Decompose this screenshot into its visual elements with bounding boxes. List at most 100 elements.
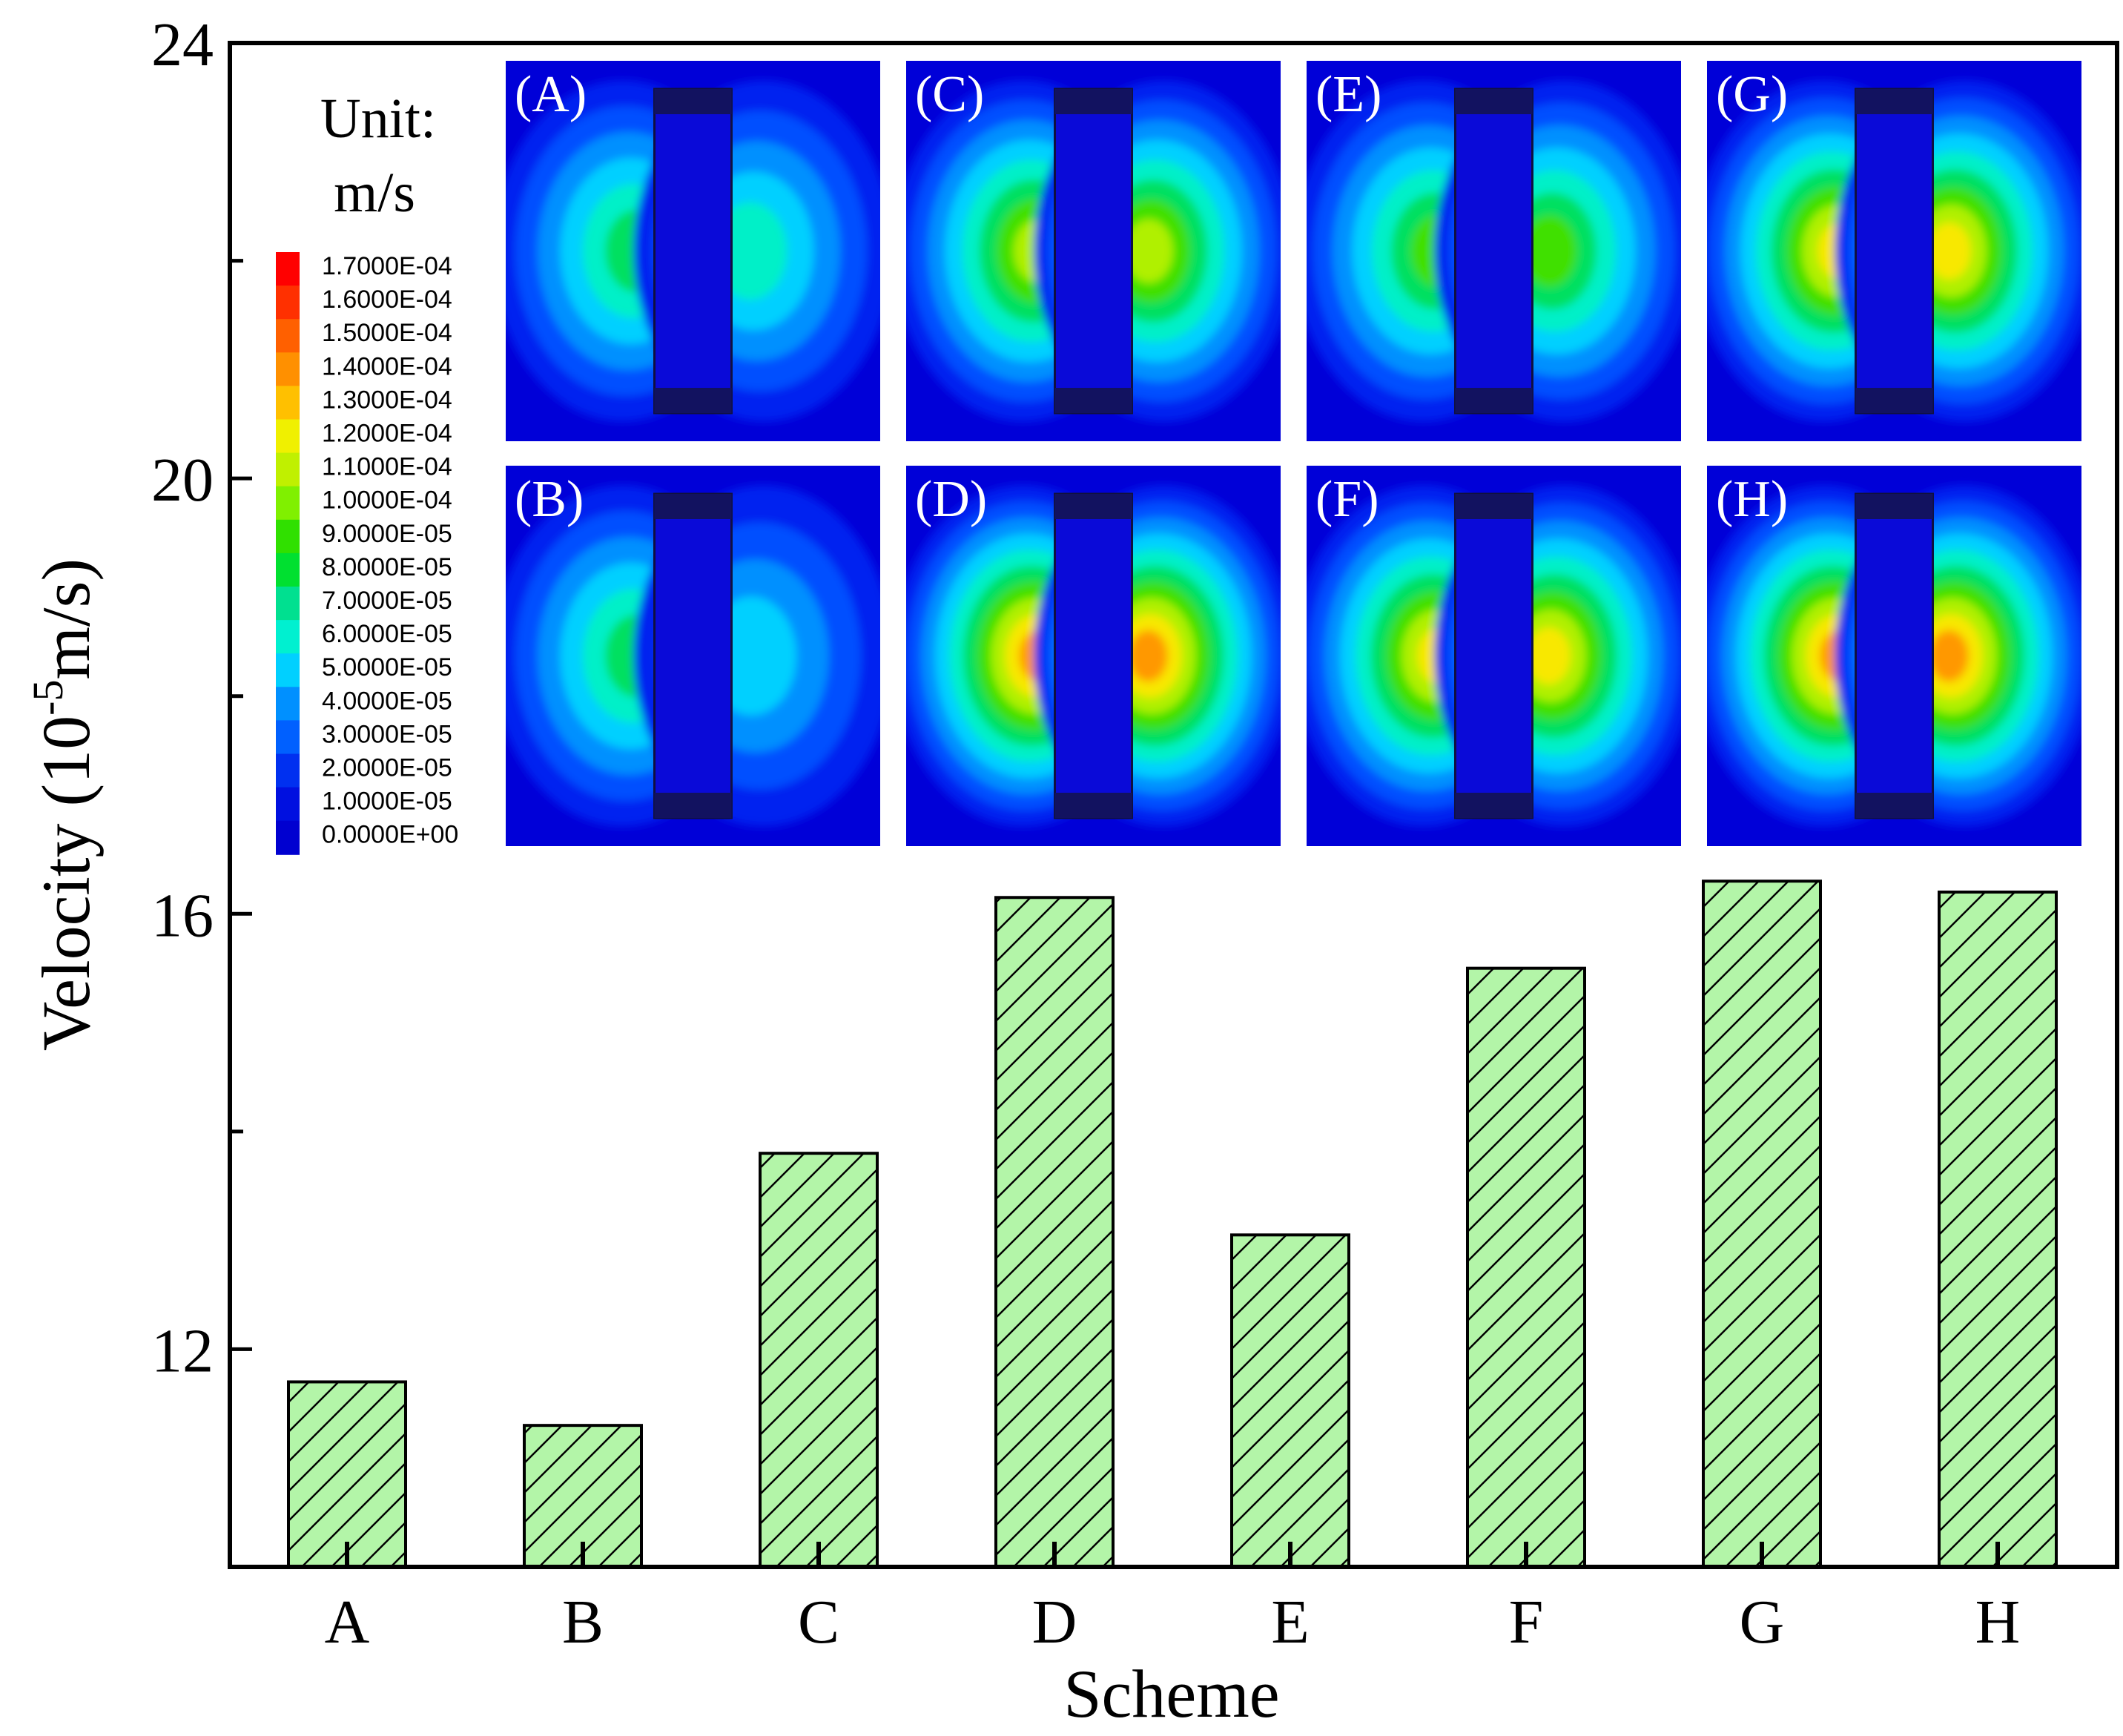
contour-level [1128, 630, 1168, 682]
x-tick-label-H: H [1975, 1588, 2021, 1657]
colorbar-swatch [276, 486, 300, 521]
x-tick-label-B: B [562, 1588, 604, 1657]
panel-label: (H) [1716, 471, 1788, 528]
colorbar-label: 3.0000E-05 [322, 720, 452, 748]
contour-level [1124, 219, 1173, 283]
panel-obstacle [653, 88, 733, 415]
colorbar-swatch [276, 653, 300, 688]
panel-obstacle [1054, 492, 1133, 819]
panel-obstacle-cap [654, 793, 732, 818]
contour-level [1927, 222, 1971, 280]
colorbar-label: 0.0000E+00 [322, 821, 458, 849]
colorbar-swatch [276, 820, 300, 855]
bar-C [759, 1152, 879, 1568]
panel-obstacle-cap [1054, 89, 1132, 114]
panel-label: (G) [1716, 66, 1788, 123]
colorbar-label: 4.0000E-05 [322, 687, 452, 715]
panel-obstacle-cap [1455, 89, 1533, 114]
y-tick-label-12: 12 [151, 1316, 214, 1385]
colorbar-swatch [276, 552, 300, 587]
plot-frame [228, 41, 2119, 1569]
colorbar-swatch [276, 386, 300, 420]
x-tick-label-F: F [1509, 1588, 1544, 1657]
colorbar-swatch [276, 620, 300, 655]
bar-H [1938, 890, 2058, 1568]
colorbar-label: 5.0000E-05 [322, 653, 452, 681]
x-tick-label-E: E [1271, 1588, 1309, 1657]
panel-label: (B) [515, 471, 584, 528]
y-tick-label-24: 24 [151, 10, 214, 79]
colorbar-label: 1.0000E-04 [322, 486, 452, 515]
colorbar-swatch [276, 720, 300, 755]
x-tick-label-A: A [325, 1588, 370, 1657]
colorbar-swatch [276, 286, 300, 320]
panel-obstacle-cap [1455, 494, 1533, 519]
colorbar-label: 7.0000E-05 [322, 587, 452, 615]
bar-D [994, 896, 1115, 1568]
contour-panel-F: (F) [1307, 466, 1681, 846]
y-axis-label-unit: m/s) [28, 558, 104, 680]
x-axis: A B C D E F G H [325, 1542, 2021, 1657]
x-axis-label: Scheme [1063, 1656, 1279, 1732]
contour-panel-G: (G) [1707, 61, 2081, 441]
colorbar: 1.7000E-04 1.6000E-04 1.5000E-04 1.4000E-04… [276, 252, 458, 855]
colorbar-label: 6.0000E-05 [322, 620, 452, 648]
colorbar-swatch [276, 252, 300, 287]
bar-G [1702, 879, 1822, 1568]
panel-obstacle [653, 492, 733, 819]
unit-label-line1: Unit: [320, 88, 436, 150]
y-axis-label-main: Velocity (10 [28, 716, 104, 1051]
colorbar-swatch [276, 519, 300, 554]
colorbar-label: 8.0000E-05 [322, 553, 452, 581]
panel-obstacle-cap [1054, 494, 1132, 519]
contour-panels: (A) (C) (E) (G) (B) (D) (F) (H) [506, 61, 2081, 846]
panel-obstacle-cap [654, 388, 732, 413]
panel-obstacle-cap [1054, 793, 1132, 818]
panel-label: (F) [1315, 471, 1379, 528]
panel-obstacle-cap [1855, 388, 1933, 413]
colorbar-swatch [276, 587, 300, 621]
panel-obstacle-cap [1855, 89, 1933, 114]
colorbar-swatch [276, 753, 300, 788]
panel-obstacle-cap [654, 89, 732, 114]
colorbar-swatch [276, 419, 300, 454]
contour-panel-C: (C) [906, 61, 1281, 441]
panel-obstacle-cap [654, 494, 732, 519]
panel-obstacle [1855, 88, 1934, 415]
panel-obstacle-cap [1054, 388, 1132, 413]
colorbar-swatch [276, 452, 300, 487]
contour-panel-D: (D) [906, 466, 1281, 846]
x-tick-label-G: G [1740, 1588, 1785, 1657]
panel-label: (A) [515, 66, 587, 123]
x-tick-label-D: D [1032, 1588, 1077, 1657]
colorbar-swatch [276, 687, 300, 722]
panel-obstacle-cap [1855, 793, 1933, 818]
colorbar-label: 1.3000E-04 [322, 386, 452, 414]
bar-E [1230, 1233, 1350, 1569]
panel-label: (D) [915, 471, 987, 528]
bars-group [287, 879, 2058, 1569]
contour-level [1929, 630, 1969, 682]
colorbar-label: 1.5000E-04 [322, 319, 452, 347]
y-axis-label-exponent: -5 [24, 680, 72, 716]
colorbar-label: 9.0000E-05 [322, 520, 452, 548]
panel-obstacle [1454, 492, 1533, 819]
panel-label: (C) [915, 66, 984, 123]
contour-panel-A: (A) [506, 61, 880, 441]
contour-level [1522, 215, 1577, 287]
colorbar-label: 1.4000E-04 [322, 352, 452, 380]
panel-obstacle-cap [1855, 494, 1933, 519]
panel-obstacle-cap [1455, 793, 1533, 818]
contour-panel-H: (H) [1707, 466, 2081, 846]
bar-A [287, 1380, 407, 1568]
y-tick-label-16: 16 [151, 881, 214, 950]
colorbar-swatch [276, 352, 300, 387]
colorbar-swatch [276, 319, 300, 354]
y-axis: 12 16 20 24 [151, 10, 252, 1385]
colorbar-label: 1.1000E-04 [322, 453, 452, 481]
contour-panel-E: (E) [1307, 61, 1681, 441]
panel-obstacle [1855, 492, 1934, 819]
colorbar-label: 2.0000E-05 [322, 754, 452, 782]
panel-obstacle [1054, 88, 1133, 415]
